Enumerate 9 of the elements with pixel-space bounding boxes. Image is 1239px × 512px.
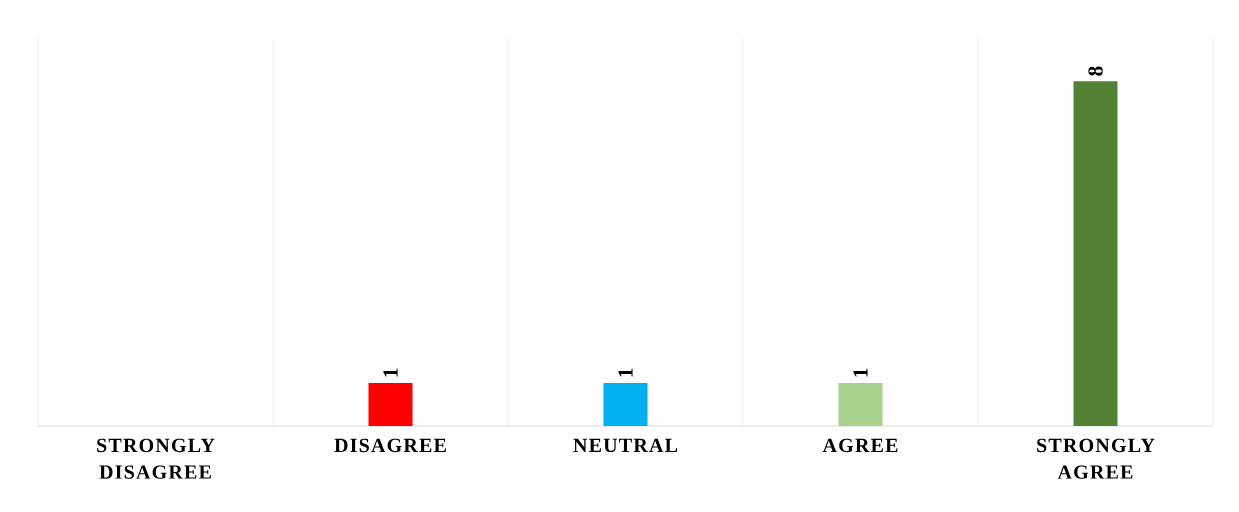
x-tick-label: AGREE — [822, 438, 898, 453]
x-tick-label: STRONGLY AGREE — [1037, 438, 1155, 479]
data-label: 1 — [383, 368, 398, 377]
data-label: 8 — [1088, 66, 1103, 76]
data-label: 1 — [618, 368, 633, 377]
x-tick-label: NEUTRAL — [573, 438, 678, 453]
x-tick-label: STRONGLY DISAGREE — [97, 438, 215, 479]
data-label: 1 — [853, 368, 868, 377]
x-tick-label: DISAGREE — [334, 438, 446, 453]
